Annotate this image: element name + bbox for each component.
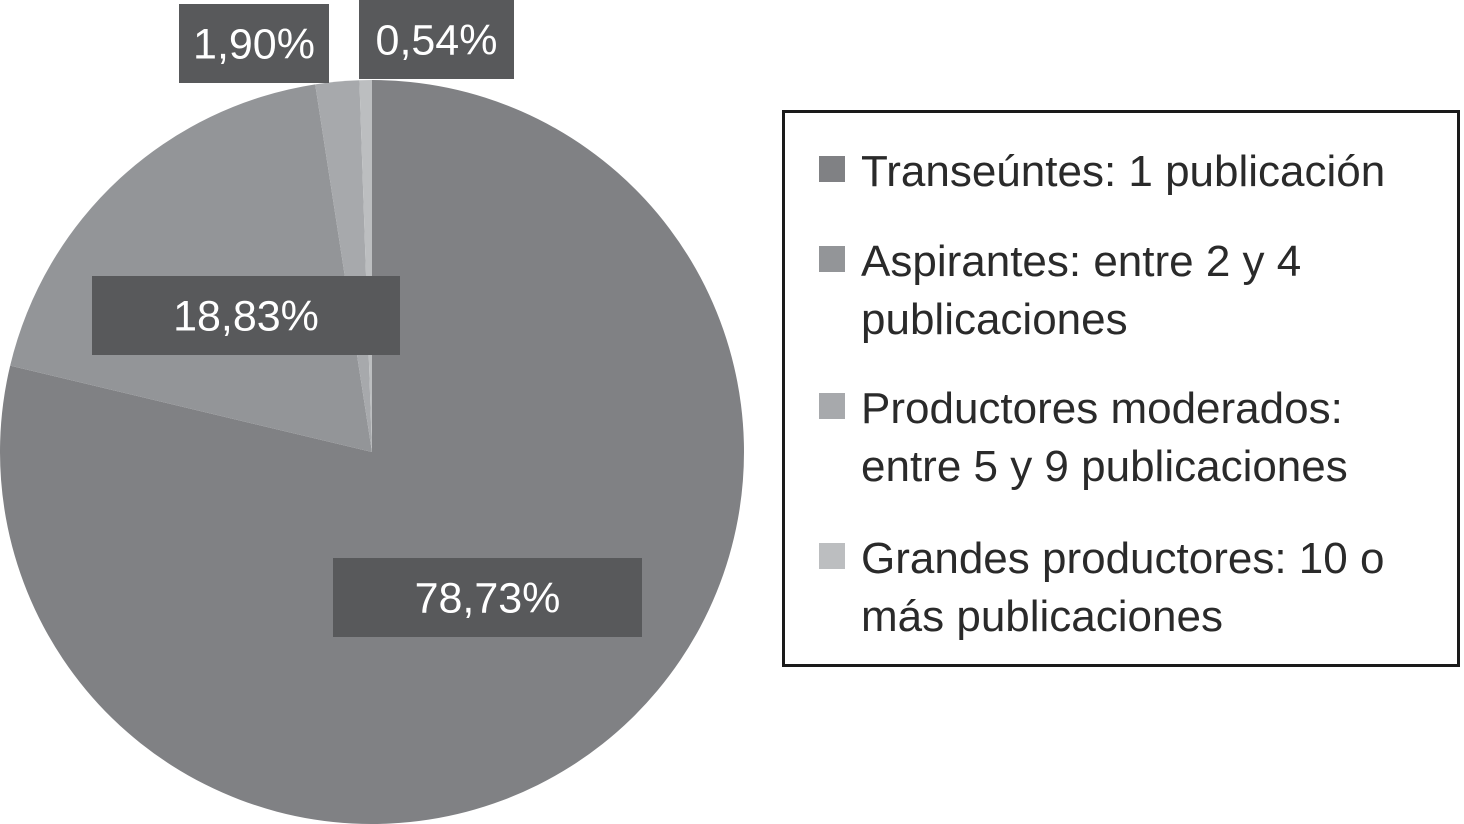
data-label-1: 18,83% [173, 293, 319, 341]
pie-slice-2 [315, 80, 372, 453]
legend-item-transeuntes: Transeúntes: 1 publicación [819, 143, 1445, 201]
data-label-3: 0,54% [376, 17, 498, 65]
data-label-box-2 [179, 4, 329, 83]
data-label-2: 1,90% [193, 21, 315, 69]
pie-slice-3 [359, 79, 372, 453]
pie-slices [0, 79, 744, 824]
legend-label-productores-moderados: Productores moderados: entre 5 y 9 publi… [861, 384, 1348, 491]
legend-swatch-aspirantes [819, 246, 845, 272]
legend-swatch-productores-moderados [819, 393, 845, 419]
data-label-box-3 [359, 0, 514, 79]
data-label-box-1 [92, 276, 400, 355]
legend-swatch-transeuntes [819, 156, 845, 182]
legend-item-aspirantes: Aspirantes: entre 2 y 4 publicaciones [819, 233, 1445, 349]
legend-item-grandes-productores: Grandes productores: 10 o más publicacio… [819, 530, 1445, 646]
data-labels: 78,73% 18,83% 1,90% 0,54% [92, 0, 642, 637]
legend-label-transeuntes: Transeúntes: 1 publicación [861, 147, 1386, 196]
pie-slice-0 [0, 80, 744, 824]
legend-label-grandes-productores: Grandes productores: 10 o más publicacio… [861, 534, 1385, 641]
legend-item-productores-moderados: Productores moderados: entre 5 y 9 publi… [819, 380, 1445, 496]
legend-label-aspirantes: Aspirantes: entre 2 y 4 publicaciones [861, 237, 1302, 344]
legend: Transeúntes: 1 publicación Aspirantes: e… [782, 110, 1460, 667]
pie-slice-1 [10, 84, 372, 453]
legend-swatch-grandes-productores [819, 543, 845, 569]
data-label-box-0 [333, 558, 642, 637]
data-label-0: 78,73% [415, 575, 561, 623]
